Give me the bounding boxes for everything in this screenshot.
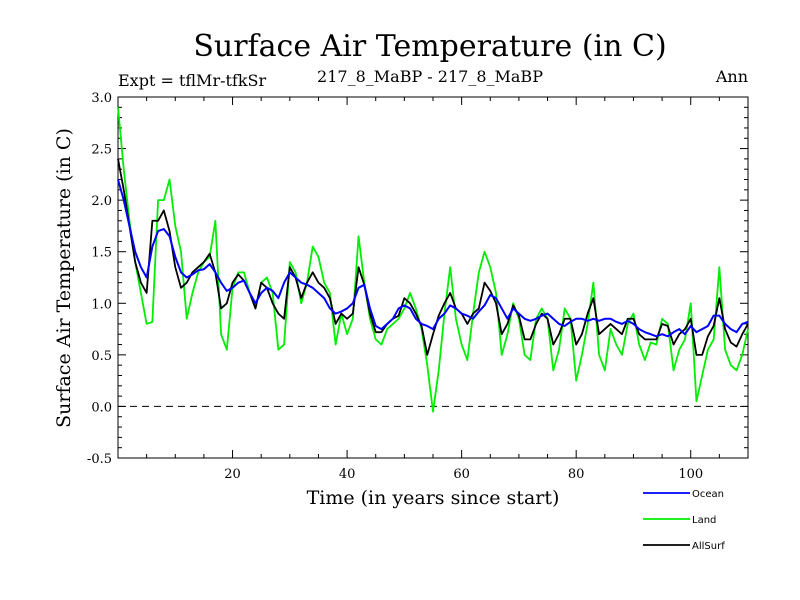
x-tick-label: 60	[453, 467, 470, 482]
y-tick-label: 2.0	[91, 194, 112, 209]
series-line-ocean	[117, 179, 749, 338]
x-tick-label: 20	[224, 467, 241, 482]
legend-label-allsurf: AllSurf	[692, 541, 725, 552]
y-tick-label: 0.0	[91, 400, 112, 415]
series-lines	[117, 107, 749, 413]
x-tick-label: 80	[568, 467, 585, 482]
axis-ticks: 20 40 60 80 100 -0.5 0.0 0.5 1.0 1.5 2.0 2.5 3.0	[87, 91, 748, 482]
y-tick-label: 3.0	[91, 91, 112, 106]
period-label: Ann	[715, 67, 748, 86]
y-tick-label: 1.5	[91, 246, 112, 261]
series-line-allsurf	[117, 158, 749, 356]
series-line-land	[117, 107, 749, 413]
chart-title: Surface Air Temperature (in C)	[193, 29, 666, 64]
plot-frame	[117, 96, 749, 459]
legend-label-land: Land	[692, 515, 716, 526]
y-tick-label: -0.5	[87, 452, 112, 467]
chart-subtitle: 217_8_MaBP - 217_8_MaBP	[317, 67, 543, 86]
x-tick-label: 40	[339, 467, 356, 482]
y-tick-label: 1.0	[91, 297, 112, 312]
legend-label-ocean: Ocean	[692, 489, 724, 500]
x-axis-label: Time (in years since start)	[307, 487, 560, 509]
y-tick-label: 0.5	[91, 349, 112, 364]
x-tick-label: 100	[678, 467, 703, 482]
y-axis-label: Surface Air Temperature (in C)	[53, 128, 75, 428]
experiment-label: Expt = tflMr-tfkSr	[118, 71, 267, 90]
legend: Ocean Land AllSurf	[643, 489, 725, 552]
y-tick-label: 2.5	[91, 143, 112, 158]
